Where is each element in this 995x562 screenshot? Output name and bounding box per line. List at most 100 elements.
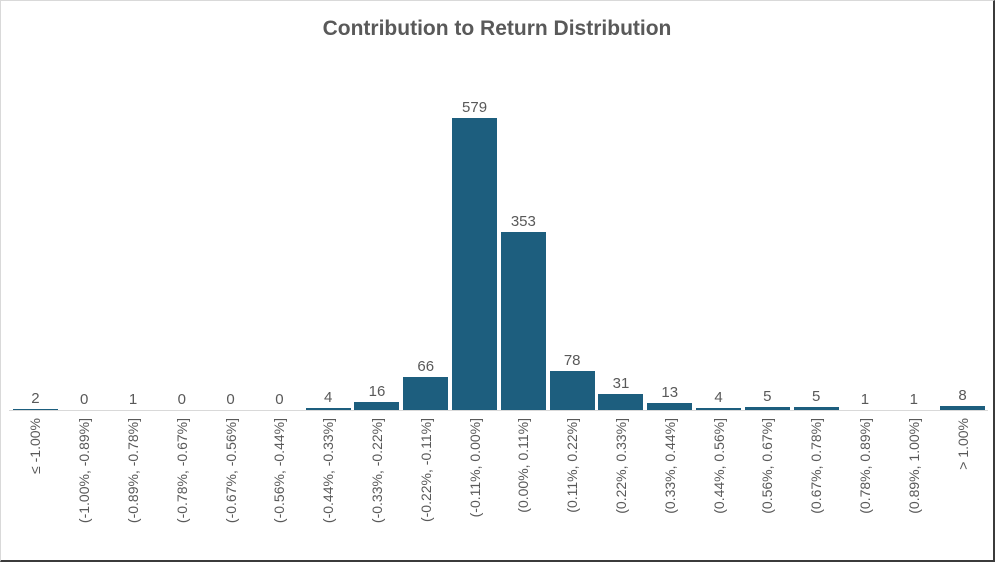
x-tick-cell: (-0.22%, -0.11%] (401, 411, 450, 559)
bar-value-label: 4 (324, 388, 333, 406)
x-tick-label: (-0.33%, -0.22%] (368, 418, 385, 524)
plot-area: 2 0 1 0 0 0 4 16 66 579 353 78 31 13 4 5 5 1 1 8 (11, 97, 987, 410)
x-tick-label: ≤ -1.00% (27, 418, 44, 474)
x-tick-label: (0.89%, 1.00%] (905, 418, 922, 514)
bar-value-label: 0 (226, 391, 235, 408)
bar-value-label: 1 (860, 390, 870, 408)
bar-column: 8 (938, 97, 987, 410)
bar-column: 0 (206, 97, 255, 410)
x-tick-cell: (0.22%, 0.33%] (597, 411, 646, 559)
bar (354, 401, 400, 410)
bar-value-label: 4 (714, 388, 723, 406)
bar (110, 409, 156, 410)
x-tick-cell: (0.44%, 0.56%] (694, 411, 743, 559)
x-tick-label: (-0.89%, -0.78%] (124, 418, 141, 524)
bar-column: 5 (743, 97, 792, 410)
bar (305, 407, 351, 410)
bar-column: 353 (499, 97, 548, 410)
bar-value-label: 1 (128, 390, 138, 408)
bar-column: 1 (841, 97, 890, 410)
x-tick-cell: (0.89%, 1.00%] (889, 411, 938, 559)
bar-column: 16 (353, 97, 402, 410)
bar-column: 1 (889, 97, 938, 410)
x-tick-cell: (0.67%, 0.78%] (792, 411, 841, 559)
x-tick-label: (0.22%, 0.33%] (612, 418, 629, 514)
x-tick-label: (0.78%, 0.89%] (856, 418, 873, 514)
x-tick-label: (0.44%, 0.56%] (710, 418, 727, 514)
bar-value-label: 5 (811, 388, 821, 406)
x-tick-cell: (-0.89%, -0.78%] (109, 411, 158, 559)
bar-column: 5 (792, 97, 841, 410)
bar-value-label: 66 (417, 357, 435, 375)
x-tick-cell: (0.56%, 0.67%] (743, 411, 792, 559)
bar (696, 407, 742, 410)
x-tick-label: (0.33%, 0.44%] (661, 418, 678, 514)
x-tick-label: > 1.00% (954, 418, 971, 470)
bar (891, 409, 937, 410)
x-tick-cell: (0.11%, 0.22%] (548, 411, 597, 559)
x-tick-label: (-1.00%, -0.89%] (76, 418, 93, 524)
bar-column: 4 (304, 97, 353, 410)
x-tick-cell: (-0.78%, -0.67%] (157, 411, 206, 559)
x-tick-label: (-0.67%, -0.56%] (222, 418, 239, 524)
x-tick-label: (0.56%, 0.67%] (759, 418, 776, 514)
bar-value-label: 78 (563, 351, 581, 369)
bar-value-label: 16 (368, 382, 386, 400)
bar (12, 409, 58, 410)
bar-column: 2 (11, 97, 60, 410)
x-tick-label: (-0.78%, -0.67%] (173, 418, 190, 524)
bar (793, 407, 839, 410)
bar-column: 66 (401, 97, 450, 410)
bar-value-label: 0 (177, 391, 186, 408)
bar-value-label: 1 (909, 390, 918, 408)
bar-value-label: 31 (612, 375, 630, 393)
bar (500, 231, 546, 410)
bar-column: 579 (450, 97, 499, 410)
x-tick-label: (-0.11%, 0.00%] (466, 418, 483, 518)
bar-column: 1 (109, 97, 158, 410)
x-tick-cell: ≤ -1.00% (11, 411, 60, 559)
x-tick-cell: (-0.56%, -0.44%] (255, 411, 304, 559)
bar (549, 370, 595, 410)
bar (744, 407, 790, 410)
x-tick-cell: > 1.00% (938, 411, 987, 559)
bar-column: 0 (60, 97, 109, 410)
bar-value-label: 13 (661, 384, 679, 402)
x-axis-tick-labels: ≤ -1.00% (-1.00%, -0.89%] (-0.89%, -0.78%]… (11, 411, 987, 559)
x-tick-label: (-0.44%, -0.33%] (320, 418, 337, 524)
x-tick-cell: (-0.33%, -0.22%] (353, 411, 402, 559)
bar-column: 78 (548, 97, 597, 410)
bar (452, 118, 498, 410)
x-tick-cell: (-0.67%, -0.56%] (206, 411, 255, 559)
x-tick-label: (-0.56%, -0.44%] (271, 418, 288, 524)
bar (940, 405, 986, 410)
bar-value-label: 0 (80, 391, 89, 408)
bar-value-label: 0 (275, 391, 284, 408)
bar-column: 0 (255, 97, 304, 410)
x-tick-cell: (0.33%, 0.44%] (645, 411, 694, 559)
x-tick-label: (0.67%, 0.78%] (808, 418, 825, 514)
bar-value-label: 8 (958, 386, 967, 404)
bar-column: 13 (645, 97, 694, 410)
bar (647, 403, 693, 410)
x-tick-cell: (0.78%, 0.89%] (841, 411, 890, 559)
bar-value-label: 2 (31, 390, 40, 407)
x-axis-line (9, 410, 988, 411)
bar-column: 0 (157, 97, 206, 410)
x-tick-label: (0.11%, 0.22%] (564, 418, 581, 513)
bar (842, 409, 888, 410)
x-tick-cell: (-0.44%, -0.33%] (304, 411, 353, 559)
x-tick-label: (0.00%, 0.11%] (515, 418, 532, 513)
bar-value-label: 5 (763, 388, 772, 406)
bar-value-label: 353 (510, 212, 536, 230)
bar (403, 376, 449, 410)
x-tick-cell: (0.00%, 0.11%] (499, 411, 548, 559)
bar (598, 394, 644, 410)
x-tick-cell: (-1.00%, -0.89%] (60, 411, 109, 559)
bar-column: 31 (597, 97, 646, 410)
x-tick-cell: (-0.11%, 0.00%] (450, 411, 499, 559)
chart-title: Contribution to Return Distribution (322, 17, 672, 40)
x-tick-label: (-0.22%, -0.11%] (417, 418, 434, 523)
bar-column: 4 (694, 97, 743, 410)
